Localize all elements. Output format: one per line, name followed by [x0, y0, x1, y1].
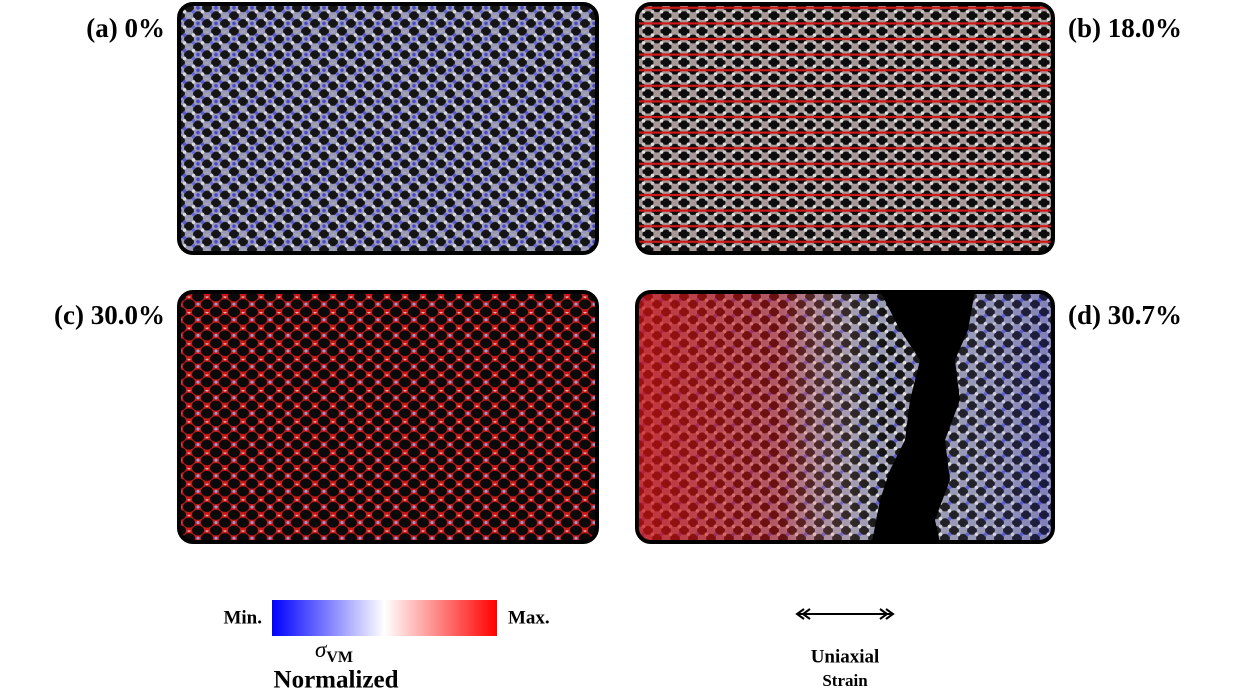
- panel-c-image: [179, 292, 597, 542]
- panel-label: (b) 18.0%: [1068, 13, 1182, 43]
- panel-label: (a) 0%: [86, 13, 165, 43]
- colorbar-max: Max.: [508, 607, 550, 628]
- panel-d-image: [636, 291, 1053, 542]
- strain-label: Uniaxial: [811, 646, 880, 667]
- colorbar-min: Min.: [223, 607, 262, 628]
- colorbar-symbol: σVM: [315, 637, 353, 665]
- strain-label: Strain: [822, 671, 868, 690]
- figure: (a) 0% (b) 18.0% (c) 30.0% (d) 30.7% Min…: [0, 0, 1242, 696]
- colorbar: [272, 600, 497, 636]
- panel-label: (c) 30.0%: [54, 300, 165, 330]
- strain-arrow: [797, 609, 893, 619]
- colorbar-caption: Normalized: [274, 667, 399, 694]
- panel-label: (d) 30.7%: [1068, 300, 1182, 330]
- symbol-subscript: VM: [326, 649, 353, 666]
- panel-a-image: [179, 4, 597, 253]
- panel-b-image: [637, 4, 1053, 253]
